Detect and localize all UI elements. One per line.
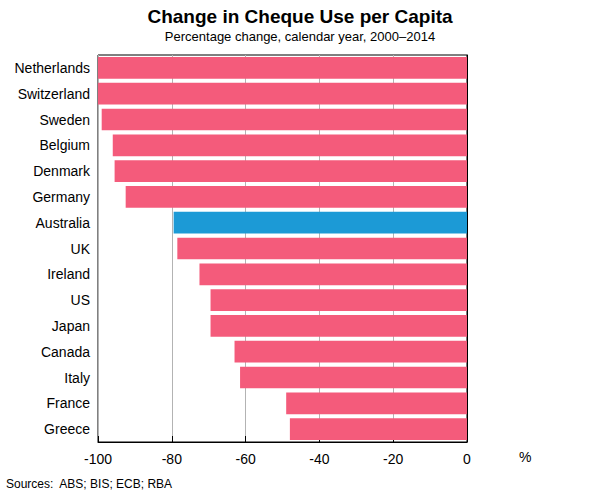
svg-text:UK: UK bbox=[71, 241, 91, 257]
svg-text:Percentage change, calendar ye: Percentage change, calendar year, 2000–2… bbox=[165, 29, 435, 44]
svg-text:Sweden: Sweden bbox=[39, 112, 90, 128]
svg-text:US: US bbox=[71, 292, 90, 308]
svg-text:Ireland: Ireland bbox=[47, 266, 90, 282]
svg-text:-20: -20 bbox=[383, 451, 403, 467]
svg-text:Germany: Germany bbox=[32, 189, 90, 205]
svg-text:-40: -40 bbox=[309, 451, 329, 467]
svg-text:0: 0 bbox=[463, 451, 471, 467]
svg-text:Australia: Australia bbox=[36, 215, 91, 231]
svg-text:Change in Cheque Use per Capit: Change in Cheque Use per Capita bbox=[147, 6, 453, 27]
svg-text:Sources: ABS; BIS; ECB; RBA: Sources: ABS; BIS; ECB; RBA bbox=[6, 477, 172, 491]
svg-text:Switzerland: Switzerland bbox=[18, 86, 90, 102]
svg-text:Italy: Italy bbox=[64, 370, 90, 386]
svg-text:Netherlands: Netherlands bbox=[15, 60, 91, 76]
svg-text:France: France bbox=[46, 395, 90, 411]
svg-text:-80: -80 bbox=[162, 451, 182, 467]
svg-text:Greece: Greece bbox=[44, 421, 90, 437]
svg-text:Denmark: Denmark bbox=[33, 163, 91, 179]
svg-text:Belgium: Belgium bbox=[39, 137, 90, 153]
svg-text:Japan: Japan bbox=[52, 318, 90, 334]
svg-text:Canada: Canada bbox=[41, 344, 90, 360]
svg-text:-60: -60 bbox=[235, 451, 255, 467]
svg-text:-100: -100 bbox=[84, 451, 112, 467]
svg-text:%: % bbox=[519, 449, 531, 465]
